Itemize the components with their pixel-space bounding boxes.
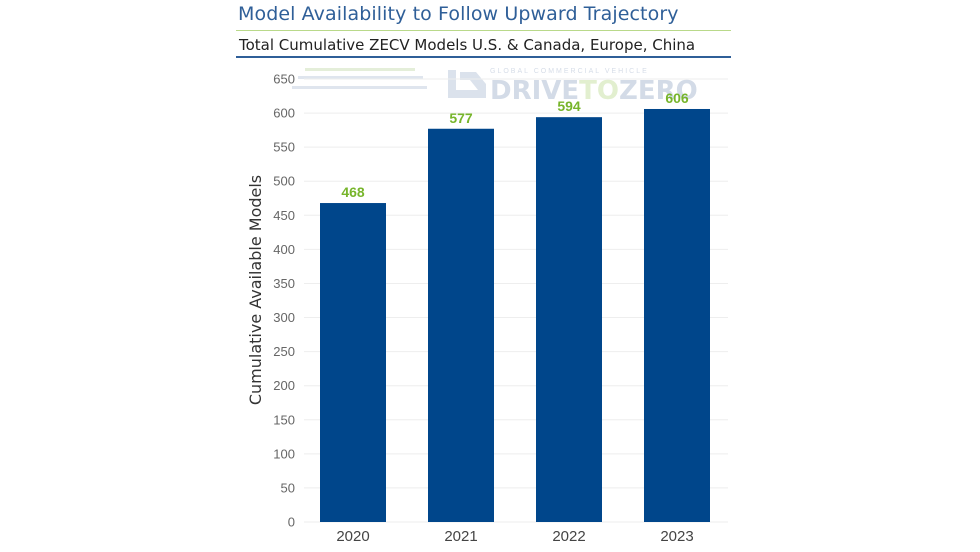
x-axis-ticks: 2020 2021 2022 2023: [336, 528, 693, 545]
y-tick-label: 600: [273, 106, 295, 121]
y-tick-label: 450: [273, 208, 295, 223]
x-tick-label: 2023: [660, 528, 693, 545]
data-labels: 468 577 594 606: [341, 90, 689, 200]
bars: [320, 108, 710, 523]
data-label: 577: [449, 110, 473, 126]
data-label: 594: [557, 98, 581, 114]
x-tick-label: 2020: [336, 528, 369, 545]
y-tick-label: 400: [273, 242, 295, 257]
bar-2023: [644, 108, 710, 522]
chart-subtitle: Total Cumulative ZECV Models U.S. & Cana…: [239, 36, 696, 54]
watermark-stripe: [292, 86, 427, 89]
y-tick-label: 200: [273, 378, 295, 393]
y-tick-label: 50: [281, 480, 295, 495]
y-axis-ticks: 0 50 100 150 200 250 300 350 400 450 500 550 600 650: [273, 72, 295, 530]
y-tick-label: 550: [273, 140, 295, 155]
drive-to-zero-watermark: GLOBAL COMMERCIAL VEHICLE DRIVETOZERO: [292, 68, 698, 106]
bar-2021: [428, 128, 494, 522]
y-tick-label: 300: [273, 310, 295, 325]
y-tick-label: 250: [273, 344, 295, 359]
bar-2022: [536, 117, 602, 523]
chart-title: Model Availability to Follow Upward Traj…: [238, 3, 679, 25]
x-tick-label: 2021: [444, 528, 477, 545]
bar-2020: [320, 203, 386, 523]
watermark-stripe: [305, 68, 415, 71]
data-label: 468: [341, 184, 365, 200]
watermark-tagline: GLOBAL COMMERCIAL VEHICLE: [490, 68, 649, 75]
data-label: 606: [665, 90, 689, 106]
watermark-brand: DRIVETOZERO: [490, 76, 698, 106]
y-tick-label: 0: [288, 515, 295, 530]
y-tick-label: 100: [273, 446, 295, 461]
y-tick-label: 500: [273, 174, 295, 189]
watermark-logo-icon: [448, 70, 486, 98]
y-tick-label: 650: [273, 72, 295, 87]
y-tick-label: 150: [273, 412, 295, 427]
title-divider: [236, 30, 731, 31]
y-tick-label: 350: [273, 276, 295, 291]
x-tick-label: 2022: [552, 528, 585, 545]
y-axis-label: Cumulative Available Models: [246, 175, 265, 405]
subtitle-divider: [236, 56, 731, 58]
watermark-stripe: [298, 76, 423, 79]
